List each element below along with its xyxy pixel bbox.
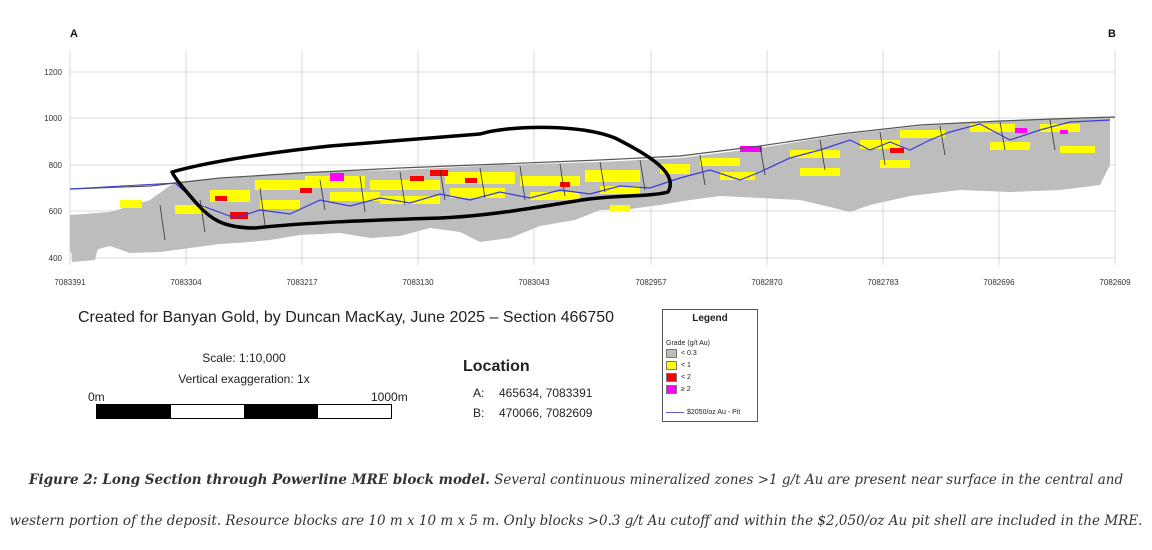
legend-item-lt-0-3: < 0.3 — [666, 349, 697, 358]
scalebar-segment — [97, 405, 171, 418]
location-a-label: A: — [473, 386, 485, 400]
northing-tick-label: 7082609 — [1099, 278, 1131, 287]
pit-topography-line — [69, 182, 176, 190]
location-a-value: 465634, 7083391 — [499, 386, 593, 400]
northing-tick-label: 7082783 — [867, 278, 899, 287]
legend-item-lt-1: < 1 — [666, 361, 691, 370]
long-section-diagram: A B 1200 1000 800 600 400 7083391 708330… — [44, 28, 1131, 287]
legend-title: Legend — [692, 313, 728, 324]
northing-tick-label: 7082870 — [751, 278, 783, 287]
legend-item-pit-shell: $2050/oz Au - Pit — [666, 409, 740, 416]
northing-tick-label: 7083130 — [402, 278, 434, 287]
legend-swatch — [666, 373, 677, 382]
vertical-exaggeration-text: Vertical exaggeration: 1x — [178, 372, 310, 386]
scale-bar — [96, 404, 392, 419]
location-a-row: A: 465634, 7083391 — [473, 386, 592, 400]
elevation-tick-label: 400 — [49, 254, 63, 263]
drillhole-traces — [159, 119, 1056, 241]
scalebar-segment — [317, 405, 391, 418]
elevation-tick-label: 1000 — [44, 114, 62, 123]
figure-caption-line-1: Figure 2: Long Section through Powerline… — [0, 472, 1152, 488]
legend-swatch — [666, 361, 677, 370]
figure-caption-title: Figure 2: Long Section through Powerline… — [28, 472, 490, 488]
northing-tick-label: 7082957 — [635, 278, 667, 287]
legend-item-label: ≥ 2 — [681, 386, 691, 393]
scalebar-end-label: 1000m — [371, 390, 408, 404]
elevation-axis: 1200 1000 800 600 400 — [44, 68, 62, 263]
low-grade-block-body — [70, 118, 1110, 254]
section-end-b-label: B — [1108, 28, 1116, 40]
elevation-tick-label: 1200 — [44, 68, 62, 77]
legend-item-lt-2: < 2 — [666, 373, 691, 382]
location-b-row: B: 470066, 7082609 — [473, 406, 592, 420]
northing-tick-label: 7083304 — [170, 278, 202, 287]
legend-item-label: < 1 — [681, 362, 691, 369]
elevation-tick-label: 800 — [49, 161, 63, 170]
scalebar-segment — [244, 405, 318, 418]
location-b-label: B: — [473, 406, 485, 420]
low-grade-block-lobe — [70, 220, 100, 262]
legend-item-label: < 2 — [681, 374, 691, 381]
grade-blocks-lt-2 — [215, 148, 904, 219]
northing-tick-label: 7082696 — [983, 278, 1015, 287]
northing-tick-label: 7083391 — [54, 278, 86, 287]
northing-tick-label: 7083217 — [286, 278, 318, 287]
scalebar-segment — [170, 405, 244, 418]
topography-line — [69, 116, 1116, 190]
figure-caption-text: Several continuous mineralized zones >1 … — [489, 472, 1124, 488]
legend-subtitle: Grade (g/t Au) — [666, 340, 710, 347]
legend-swatch — [666, 349, 677, 358]
legend-item-ge-2: ≥ 2 — [666, 385, 691, 394]
credit-text: Created for Banyan Gold, by Duncan MacKa… — [78, 309, 615, 326]
northing-tick-label: 7083043 — [518, 278, 550, 287]
legend-item-label: $2050/oz Au - Pit — [687, 409, 741, 416]
legend: Legend Grade (g/t Au) < 0.3 < 1 < 2 ≥ 2 … — [662, 309, 758, 422]
grade-blocks-lt-1 — [120, 124, 1095, 214]
legend-item-label: < 0.3 — [681, 350, 697, 357]
hand-drawn-zone-outline — [170, 125, 672, 230]
legend-swatch — [666, 385, 677, 394]
location-title: Location — [463, 358, 530, 375]
pit-shell-line — [174, 119, 1111, 219]
scale-text: Scale: 1:10,000 — [202, 351, 286, 365]
grade-blocks-ge-2 — [330, 128, 1068, 181]
northing-axis: 7083391 7083304 7083217 7083130 7083043 … — [54, 278, 1131, 287]
figure-caption-line-2: western portion of the deposit. Resource… — [9, 513, 1143, 529]
elevation-tick-label: 600 — [49, 207, 63, 216]
location-b-value: 470066, 7082609 — [499, 406, 593, 420]
legend-line-swatch — [666, 412, 684, 413]
scalebar-start-label: 0m — [88, 390, 105, 404]
section-end-a-label: A — [70, 28, 78, 40]
